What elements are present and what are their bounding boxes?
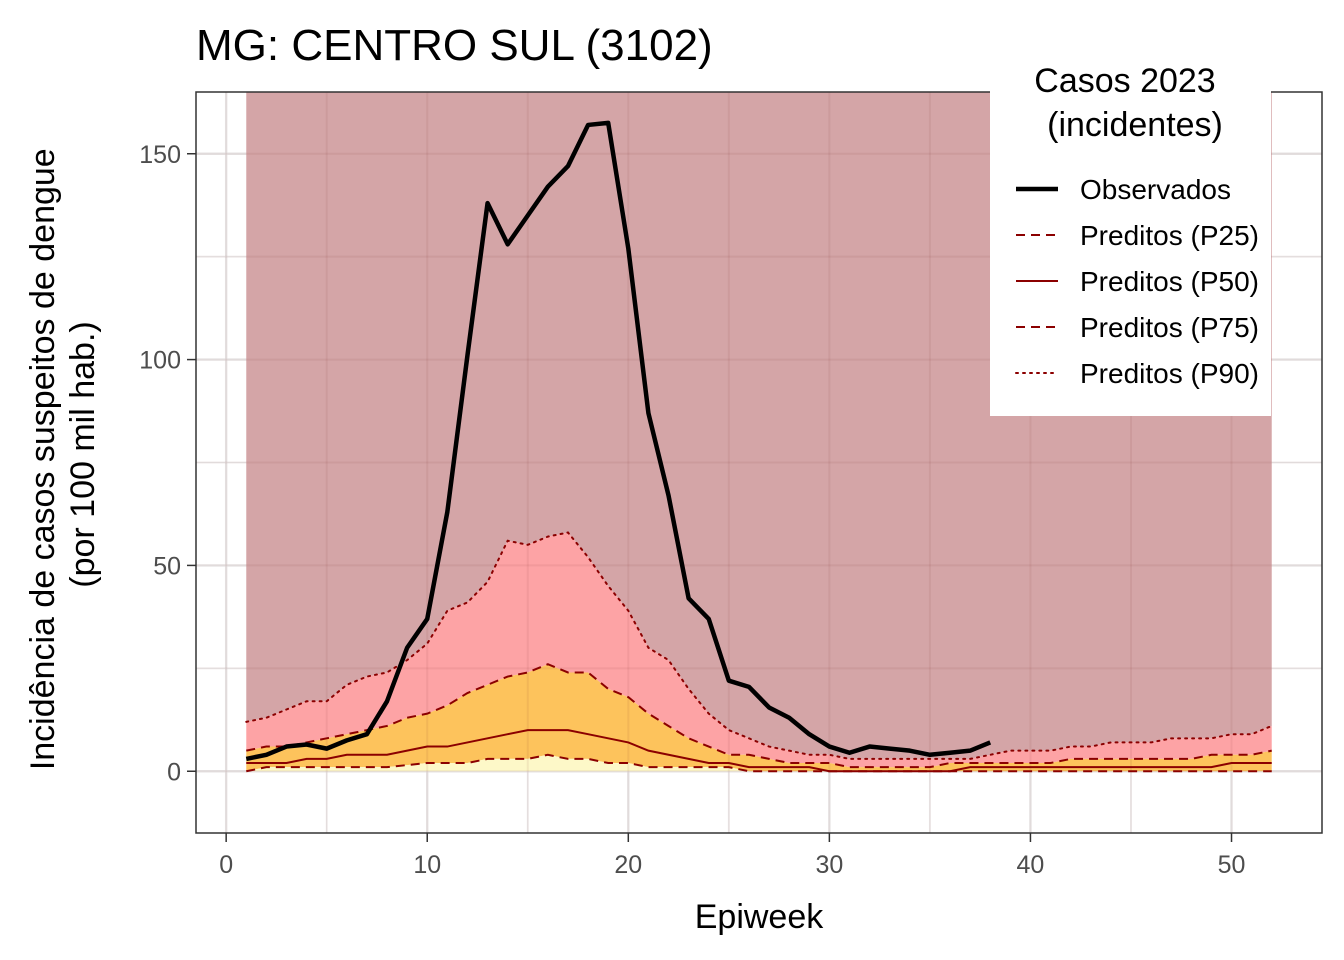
legend-label: Preditos (P90) [1080, 358, 1259, 389]
legend-label: Preditos (P50) [1080, 266, 1259, 297]
y-tick-label: 100 [139, 347, 181, 375]
x-tick-label: 10 [413, 851, 441, 879]
legend-title-line-1: Casos 2023 [1034, 62, 1215, 100]
line-p50 [246, 729, 1272, 773]
y-axis-title: Incidência de casos suspeitos de dengue … [24, 139, 102, 770]
legend-label: Preditos (P25) [1080, 220, 1259, 251]
y-axis-title-line-1: Incidência de casos suspeitos de dengue [24, 148, 62, 770]
x-axis: 0 10 20 30 40 50 [219, 833, 1245, 879]
legend-title-line-2: (incidentes) [1047, 106, 1223, 144]
chart-title: MG: CENTRO SUL (3102) [196, 21, 713, 70]
x-tick-label: 0 [219, 851, 233, 879]
x-axis-title: Epiweek [695, 898, 825, 936]
legend-label: Observados [1080, 174, 1231, 205]
series-lines [245, 120, 1273, 773]
x-tick-label: 30 [815, 851, 843, 879]
band-p75-p90 [246, 532, 1272, 768]
y-tick-label: 50 [153, 552, 181, 580]
y-axis: 0 50 100 150 [139, 141, 196, 786]
x-tick-label: 50 [1218, 851, 1246, 879]
x-tick-label: 20 [614, 851, 642, 879]
x-tick-label: 40 [1017, 851, 1045, 879]
y-tick-label: 150 [139, 141, 181, 169]
legend-entries: Observados Preditos (P25) Preditos (P50) Pr… [1015, 174, 1259, 389]
band-p25-p75 [246, 664, 1272, 772]
line-p25 [246, 753, 1272, 773]
line-p90 [245, 531, 1273, 760]
y-axis-title-line-2: (por 100 mil hab.) [64, 321, 102, 587]
legend-label: Preditos (P75) [1080, 312, 1259, 343]
line-observados [245, 120, 992, 762]
legend-background [990, 58, 1271, 416]
y-tick-label: 0 [167, 758, 181, 786]
legend: Casos 2023 (incidentes) Observados Predit… [990, 58, 1271, 416]
plot-border [195, 91, 1323, 834]
